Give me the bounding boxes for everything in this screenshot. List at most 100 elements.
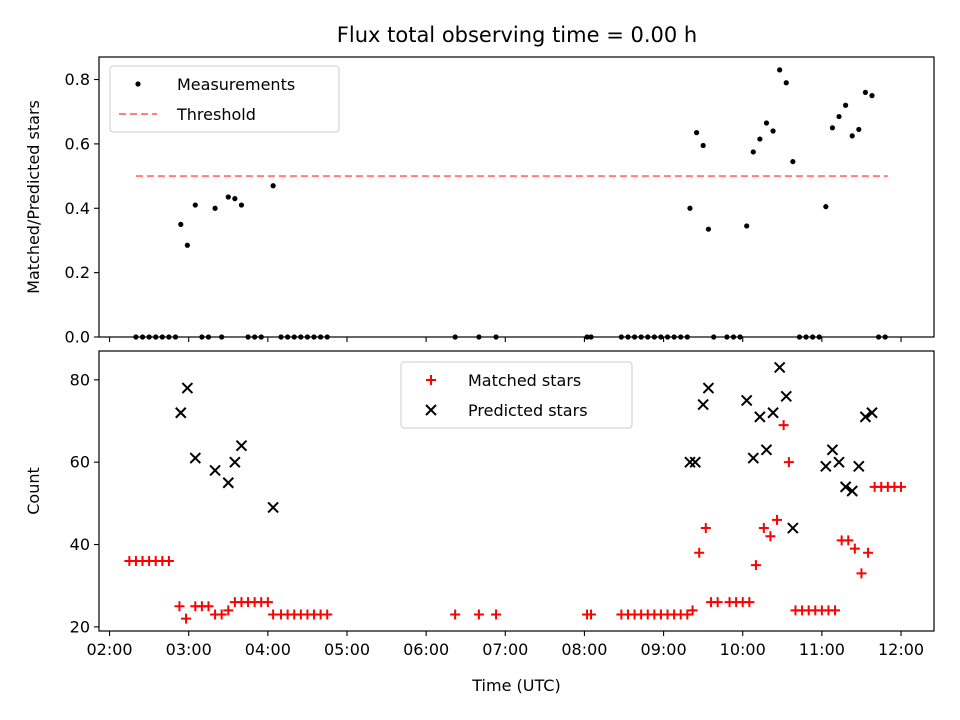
measurement-point [678, 334, 684, 340]
measurement-point [744, 223, 750, 229]
measurement-point [763, 120, 770, 126]
predicted-star-point [859, 411, 872, 423]
matched-star-point [322, 609, 333, 620]
measurement-point [311, 334, 317, 340]
matched-star-point [765, 531, 776, 542]
measurement-point [252, 334, 258, 340]
measurement-point [843, 102, 849, 108]
predicted-star-point [222, 477, 234, 489]
measurement-point [882, 334, 888, 340]
matched-star-point [778, 420, 789, 431]
measurement-point [584, 334, 590, 340]
predicted-star-point [760, 444, 773, 456]
matched-star-point [856, 568, 867, 579]
measurement-point [638, 334, 644, 340]
measurement-point [139, 334, 146, 340]
measurement-point [184, 242, 190, 248]
measurement-point [790, 158, 796, 165]
measurement-point [245, 334, 251, 340]
predicted-star-point [697, 398, 709, 411]
bottom-legend-label: Matched stars [468, 371, 581, 390]
measurement-point [693, 130, 700, 136]
measurement-point [232, 196, 238, 202]
measurement-point [687, 205, 693, 211]
top-y-tick-label: 0.0 [65, 328, 90, 347]
measurement-point [146, 334, 152, 340]
matched-star-point [586, 609, 597, 620]
bottom-x-tick-label: 06:00 [403, 640, 449, 659]
matched-star-point [843, 535, 854, 546]
top-y-tick-label: 0.8 [65, 70, 90, 89]
matched-star-point [203, 601, 214, 612]
predicted-star-point [209, 464, 221, 477]
predicted-star-point [866, 407, 878, 419]
predicted-star-point [767, 407, 779, 419]
measurement-point [757, 136, 763, 142]
bottom-x-tick-label: 07:00 [482, 640, 528, 659]
matched-star-point [473, 609, 484, 620]
matched-star-point [712, 597, 723, 608]
matched-star-point [694, 547, 705, 558]
top-y-tick-label: 0.4 [65, 199, 90, 218]
measurement-point [238, 202, 245, 208]
predicted-star-point [235, 439, 248, 452]
measurement-point [796, 334, 803, 340]
measurement-point [816, 334, 822, 340]
predicted-star-point [689, 456, 701, 468]
measurement-point [711, 334, 717, 340]
measurement-point [270, 183, 276, 189]
measurement-point [153, 334, 159, 340]
bottom-legend: Matched stars Predicted stars [400, 361, 633, 429]
bottom-x-tick-label: 02:00 [86, 640, 132, 659]
measurement-point [664, 334, 671, 340]
predicted-star-point [267, 501, 279, 514]
matched-star-point [772, 514, 783, 525]
measurement-point [452, 334, 458, 340]
measurement-point [803, 334, 809, 340]
matched-star-point [687, 605, 698, 616]
predicted-star-point [189, 452, 202, 464]
bottom-x-tick-label: 09:00 [641, 640, 687, 659]
measurement-point [219, 334, 225, 340]
matched-star-point [863, 547, 874, 558]
predicted-star-point [740, 394, 753, 407]
predicted-star-point [747, 452, 759, 464]
bottom-axes-frame [98, 350, 935, 632]
predicted-star-point [754, 411, 766, 423]
measurement-point [645, 334, 651, 340]
bottom-x-tick-label: 08:00 [561, 640, 607, 659]
measurement-point [178, 221, 184, 227]
matched-star-point [682, 609, 693, 620]
top-y-axis-label: Matched/Predicted stars [24, 100, 43, 294]
bottom-x-tick-label: 03:00 [166, 640, 212, 659]
measurement-point [212, 205, 218, 211]
measurement-point [856, 126, 862, 133]
measurement-point [304, 334, 311, 340]
matched-star-point [262, 597, 273, 608]
matched-star-point [783, 457, 794, 468]
matched-star-point [450, 609, 461, 620]
top-axes-frame [98, 56, 935, 338]
measurement-point [159, 334, 165, 340]
measurement-point [192, 202, 198, 208]
matched-star-point [830, 605, 841, 616]
predicted-star-point [826, 444, 839, 456]
measurement-point [133, 334, 139, 340]
predicted-star-point [780, 390, 792, 403]
measurement-point [730, 334, 737, 340]
top-legend: Measurements Threshold [109, 65, 340, 133]
bottom-y-tick-label: 40 [70, 535, 90, 554]
predicted-star-point [839, 481, 852, 493]
measurement-point [291, 334, 297, 340]
bottom-legend-label: Predicted stars [468, 401, 588, 420]
bottom-y-tick-label: 80 [70, 370, 90, 389]
bottom-x-tick-label: 11:00 [799, 640, 845, 659]
measurement-point [829, 125, 836, 131]
measurement-point [618, 334, 624, 340]
flux-ratio-panel: 0.0 0.2 0.4 0.6 0.8 Matched/Predicted stars Me… [24, 56, 935, 347]
star-count-panel: 20 40 60 80 02:00 03:00 04:00 05:00 06:00 07:00 08… [24, 350, 935, 695]
predicted-star-point [702, 382, 715, 394]
measurement-point [199, 334, 205, 340]
measurement-point [684, 334, 690, 340]
